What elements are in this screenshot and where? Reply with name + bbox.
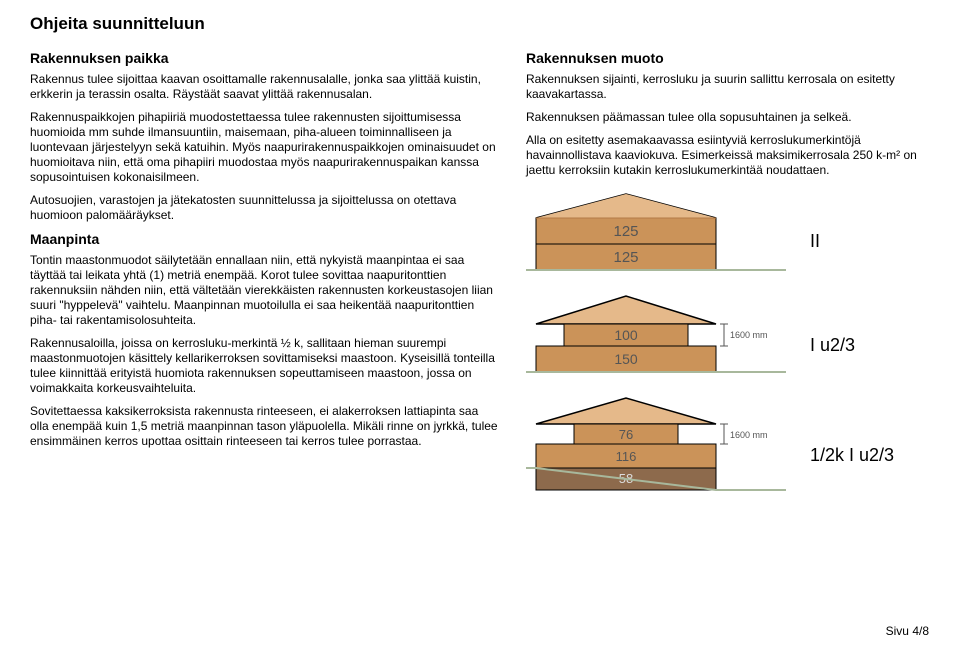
floor-label: 76 [619, 427, 633, 442]
house-diagram-3: 76 116 58 1600 mm [526, 394, 929, 512]
floor-label: 125 [613, 223, 638, 240]
house-icon: 125 125 [526, 188, 786, 286]
floor-label: 100 [614, 327, 638, 343]
paragraph: Rakennuksen sijainti, kerrosluku ja suur… [526, 72, 929, 102]
page-title: Ohjeita suunnitteluun [30, 14, 929, 34]
floor-label: 125 [613, 249, 638, 266]
paragraph: Alla on esitetty asemakaavassa esiintyvi… [526, 133, 929, 178]
paragraph: Tontin maastonmuodot säilytetään ennalla… [30, 253, 500, 328]
paragraph: Rakennuksen päämassan tulee olla sopusuh… [526, 110, 929, 125]
house-diagram-1: 125 125 II [526, 188, 929, 286]
paragraph: Autosuojien, varastojen ja jätekatosten … [30, 193, 500, 223]
floor-label: 150 [614, 351, 638, 367]
storey-label: 1/2k I u2/3 [810, 445, 894, 466]
floor-diagram-area: 125 125 II 100 [526, 188, 929, 512]
floor-label: 116 [616, 449, 637, 464]
storey-label: I u2/3 [810, 335, 855, 356]
house-icon: 100 150 1600 mm [526, 290, 786, 390]
house-icon: 76 116 58 1600 mm [526, 394, 786, 512]
clearance-label: 1600 mm [730, 430, 768, 440]
storey-label: II [810, 231, 820, 252]
content-columns: Rakennuksen paikka Rakennus tulee sijoit… [30, 44, 929, 620]
left-column: Rakennuksen paikka Rakennus tulee sijoit… [30, 44, 500, 620]
paragraph: Rakennusaloilla, joissa on kerrosluku-me… [30, 336, 500, 396]
paragraph: Sovitettaessa kaksikerroksista rakennust… [30, 404, 500, 449]
right-column: Rakennuksen muoto Rakennuksen sijainti, … [526, 44, 929, 620]
clearance-label: 1600 mm [730, 330, 768, 340]
section-heading-maanpinta: Maanpinta [30, 231, 500, 247]
section-heading-paikka: Rakennuksen paikka [30, 50, 500, 66]
page-number: Sivu 4/8 [30, 620, 929, 638]
paragraph: Rakennuspaikkojen pihapiiriä muodostetta… [30, 110, 500, 185]
house-diagram-2: 100 150 1600 mm I u2/3 [526, 290, 929, 390]
paragraph: Rakennus tulee sijoittaa kaavan osoittam… [30, 72, 500, 102]
section-heading-muoto: Rakennuksen muoto [526, 50, 929, 66]
